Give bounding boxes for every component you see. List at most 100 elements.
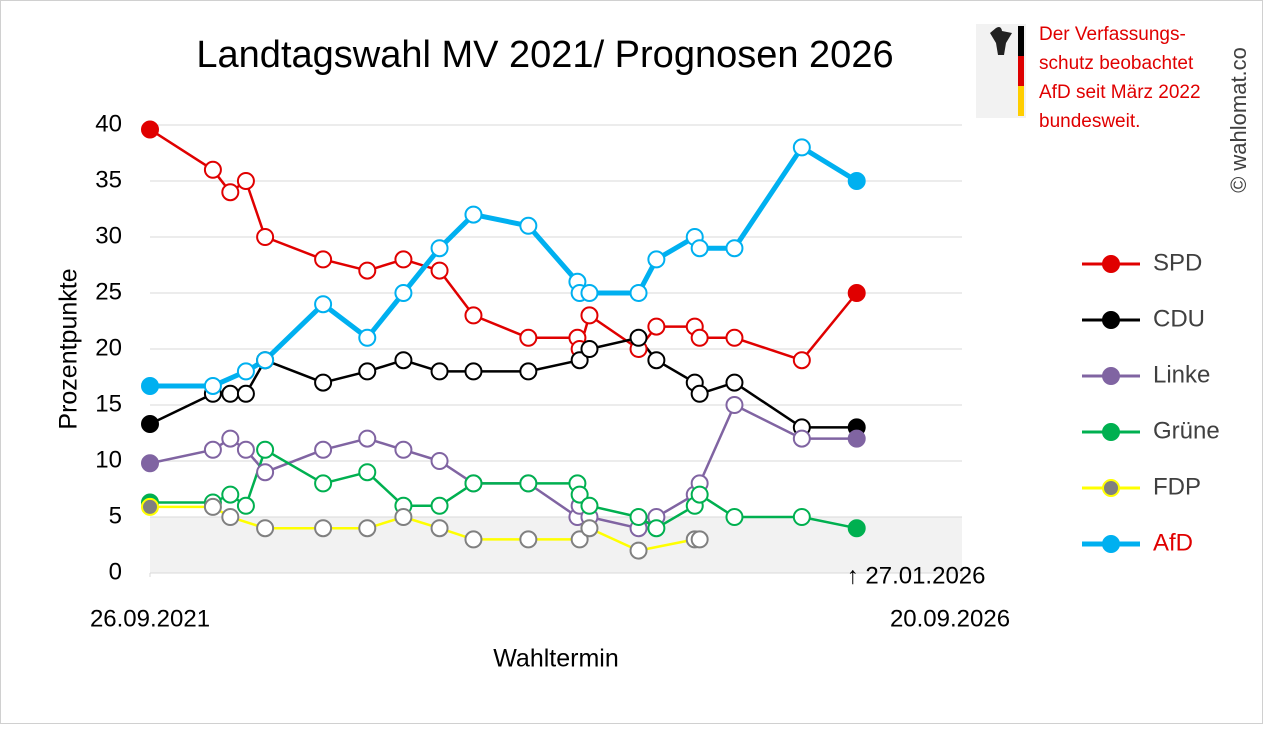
marker [221,485,240,504]
marker [690,384,709,403]
marker [629,508,648,526]
marker [570,530,589,549]
legend-marker [1102,423,1120,441]
x-tick-label: 26.09.2021 [90,605,210,632]
marker [792,429,811,448]
marker [725,396,744,414]
marker [203,160,222,179]
marker [519,328,538,347]
marker [256,463,275,482]
legend-label: Grüne [1153,417,1220,444]
marker [629,328,648,347]
marker [580,340,599,358]
y-axis-label: Prozentpunkte [55,268,83,429]
marker [394,250,413,269]
legend-marker [1102,311,1120,329]
marker [647,317,666,336]
marker [314,440,333,459]
legend-label: CDU [1153,305,1205,332]
y-tick-label: 10 [95,446,122,473]
marker [236,172,255,190]
y-tick-label: 35 [95,166,122,193]
note-line: bundesweit. [1039,111,1140,132]
marker [519,362,538,381]
marker [314,250,333,269]
legend-marker [1102,367,1120,385]
threshold-band [150,517,962,573]
marker [430,261,449,280]
marker [203,376,222,395]
x-axis-label: Wahltermin [493,645,619,673]
y-tick-label: 15 [95,390,122,417]
marker [256,228,275,246]
marker [236,440,255,459]
marker [141,454,159,473]
marker [570,485,589,504]
marker [725,508,744,526]
marker [221,429,240,448]
marker [464,474,483,493]
marker [580,496,599,515]
marker [314,373,333,392]
y-tick-label: 0 [109,558,122,585]
marker [847,172,866,190]
marker [358,328,377,347]
marker [203,497,222,516]
note-line: Der Verfassungs- [1039,24,1186,45]
note-line: schutz beobachtet [1039,53,1194,74]
marker [358,362,377,381]
annotation: ↑ 27.01.2026 [847,562,986,589]
legend-marker [1102,535,1120,553]
marker [690,328,709,347]
marker [236,384,255,403]
marker [725,239,744,258]
marker [256,440,275,459]
marker [430,519,449,538]
y-tick-label: 5 [109,502,122,529]
marker [847,519,866,538]
y-tick-label: 20 [95,334,122,361]
marker [141,120,159,139]
marker [647,351,666,370]
marker [792,138,811,157]
legend-label: Linke [1153,361,1210,388]
marker [464,306,483,325]
marker [430,362,449,381]
marker [236,496,255,515]
legend-marker [1102,255,1120,273]
marker [464,205,483,224]
marker [792,351,811,370]
marker [580,284,599,302]
marker [203,440,222,459]
marker [464,530,483,549]
marker [847,284,866,302]
marker [629,284,648,302]
eagle-flag-icon [976,24,1026,118]
marker [725,328,744,347]
marker [580,306,599,325]
legend-label: FDP [1153,473,1201,500]
marker [314,519,333,538]
legend-marker [1102,479,1120,497]
marker [570,351,589,370]
marker [792,508,811,526]
marker [629,541,648,560]
marker [519,474,538,493]
marker [314,295,333,314]
marker [580,519,599,538]
marker [394,508,413,526]
watermark: © wahlomat.co [1226,47,1251,193]
marker [256,351,275,370]
marker [256,519,275,538]
marker [141,376,159,395]
marker [464,362,483,381]
marker [358,261,377,280]
marker [647,519,666,538]
marker [221,384,240,403]
marker [430,452,449,470]
marker [690,239,709,258]
marker [690,485,709,504]
marker [519,216,538,235]
